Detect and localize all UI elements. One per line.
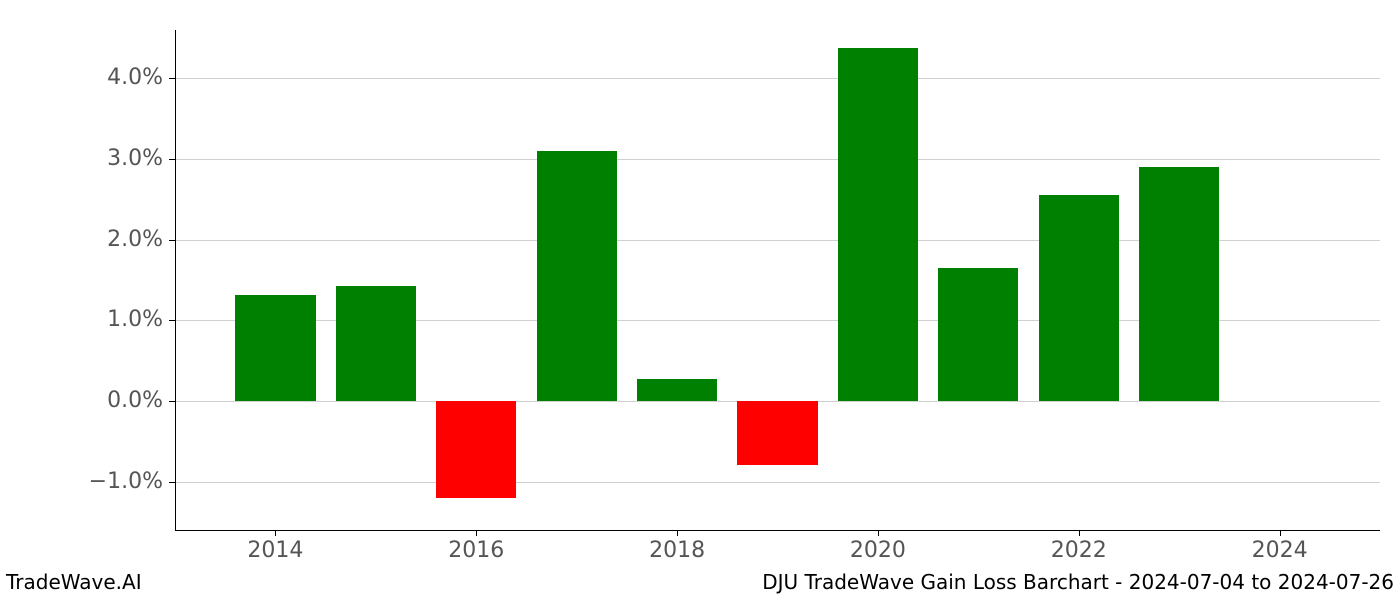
x-tick-label: 2016 bbox=[436, 538, 516, 563]
y-tick-label: 3.0% bbox=[8, 146, 163, 171]
y-tick-label: 1.0% bbox=[8, 307, 163, 332]
plot-area: −1.0%0.0%1.0%2.0%3.0%4.0%201420162018202… bbox=[175, 30, 1380, 530]
bar bbox=[436, 401, 516, 498]
bar bbox=[1139, 167, 1219, 401]
bar bbox=[235, 295, 315, 401]
bar bbox=[838, 48, 918, 401]
y-axis-line bbox=[175, 30, 176, 530]
x-tick-label: 2024 bbox=[1240, 538, 1320, 563]
y-tick-label: 0.0% bbox=[8, 388, 163, 413]
x-tick-label: 2018 bbox=[637, 538, 717, 563]
x-tick-label: 2022 bbox=[1039, 538, 1119, 563]
footer-right-caption: DJU TradeWave Gain Loss Barchart - 2024-… bbox=[762, 570, 1394, 594]
x-tick-label: 2014 bbox=[235, 538, 315, 563]
y-tick-label: −1.0% bbox=[8, 469, 163, 494]
footer-left-brand: TradeWave.AI bbox=[6, 570, 142, 594]
bar bbox=[737, 401, 817, 466]
grid-line bbox=[175, 78, 1380, 79]
bar bbox=[637, 379, 717, 401]
x-tick-label: 2020 bbox=[838, 538, 918, 563]
bar bbox=[938, 268, 1018, 401]
y-tick-label: 4.0% bbox=[8, 65, 163, 90]
bar bbox=[336, 286, 416, 401]
grid-line bbox=[175, 159, 1380, 160]
x-axis-line bbox=[175, 530, 1380, 531]
bar bbox=[1039, 195, 1119, 401]
grid-line bbox=[175, 482, 1380, 483]
chart-container: −1.0% 0.0% 1.0% 2.0% 3.0% 4.0% 2014 2016 2018 202… bbox=[0, 0, 1400, 600]
bar bbox=[537, 151, 617, 401]
y-tick-label: 2.0% bbox=[8, 227, 163, 252]
